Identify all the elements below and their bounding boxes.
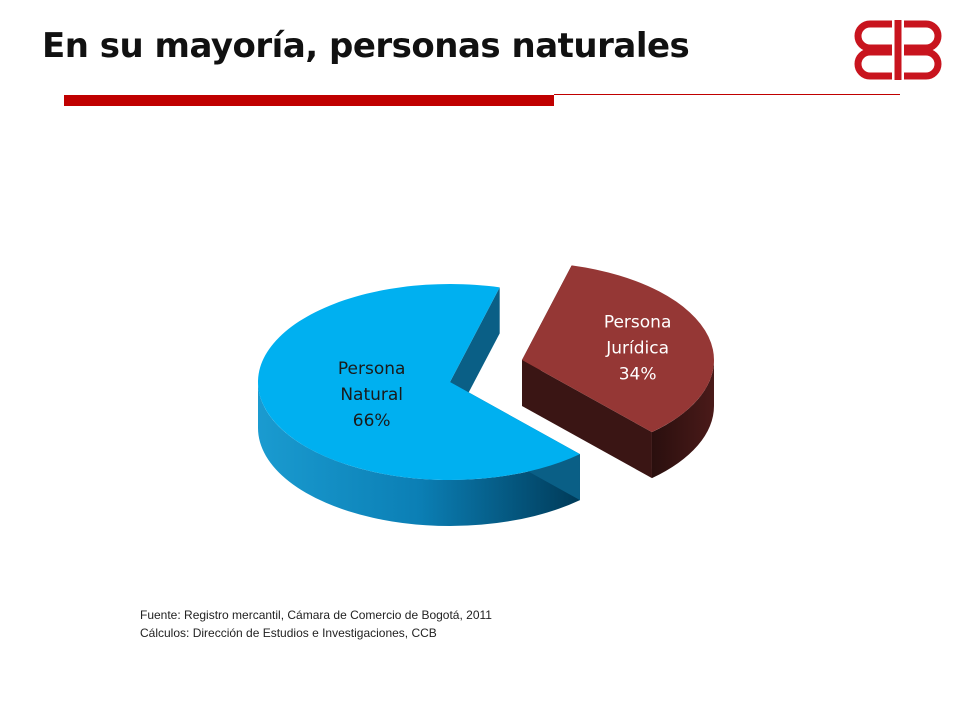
pie-slice-cut-face: [522, 360, 652, 479]
pie-slice-top: [522, 265, 714, 433]
title-underline-thin: [554, 94, 900, 95]
slice-value-label: 66%: [353, 411, 391, 431]
slice-category-label: Persona: [604, 313, 672, 333]
slice-category-label: Jurídica: [605, 339, 669, 359]
page-title: En su mayoría, personas naturales: [42, 26, 690, 66]
slice-category-label: Natural: [340, 385, 403, 405]
source-note: Fuente: Registro mercantil, Cámara de Co…: [140, 606, 492, 642]
pie-slice-persona-natural: [258, 284, 580, 526]
slice-value-label: 34%: [619, 365, 657, 385]
title-underline-thick: [64, 95, 554, 106]
pie-slice-persona-juridica: [522, 265, 714, 479]
source-line: Fuente: Registro mercantil, Cámara de Co…: [140, 608, 492, 622]
pie-slice-side-wall: [651, 360, 714, 479]
ccb-logo-icon: [854, 20, 942, 80]
slice-category-label: Persona: [338, 359, 406, 379]
pie-slice-top: [258, 284, 580, 480]
pie-slice-side-wall: [258, 382, 580, 526]
calculation-line: Cálculos: Dirección de Estudios e Invest…: [140, 626, 437, 640]
